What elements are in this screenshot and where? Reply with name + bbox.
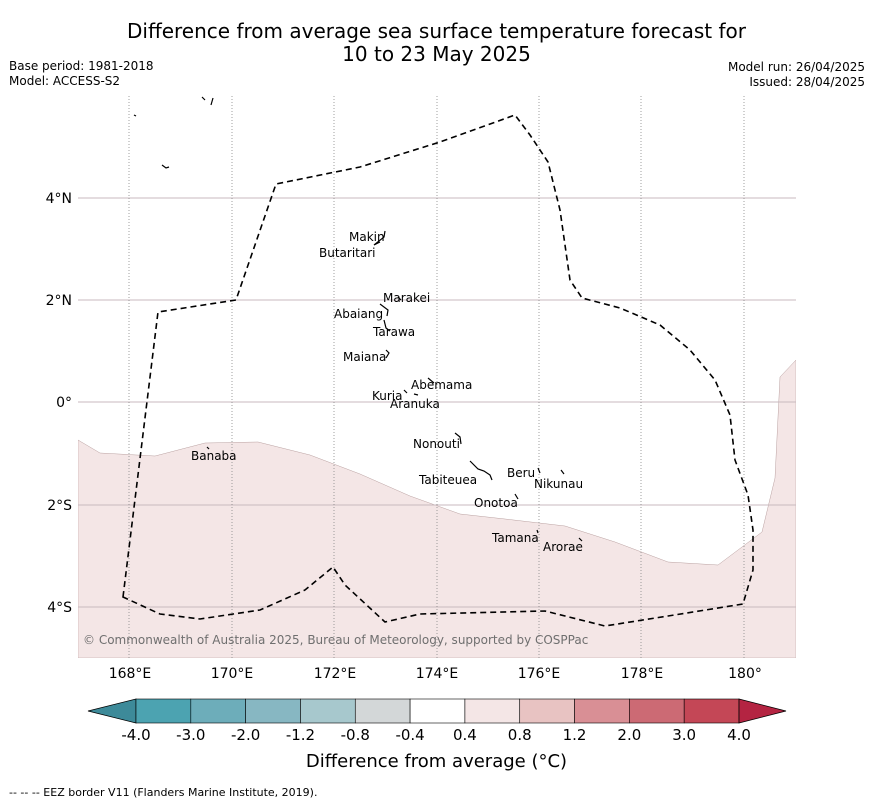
positive-anomaly-region <box>78 359 796 658</box>
colorbar-segment <box>683 698 740 724</box>
label-onotoa: Onotoa <box>474 496 518 510</box>
colorbar-segment <box>464 698 521 724</box>
colorbar-tick-label: 2.0 <box>617 726 641 744</box>
label-butaritari: Butaritari <box>319 246 376 260</box>
colorbar-tick-label: -0.4 <box>395 726 424 744</box>
colorbar-label: Difference from average (°C) <box>305 751 568 772</box>
model-run: Model run: 26/04/2025 <box>727 60 865 74</box>
label-abemama: Abemama <box>411 378 472 392</box>
colorbar-tick-label: 0.8 <box>508 726 532 744</box>
lat-label-0: 0° <box>56 395 72 411</box>
lat-label-2n: 2°N <box>46 293 72 309</box>
longitude-labels: 168°E 170°E 172°E 174°E 176°E 178°E 180° <box>109 666 762 682</box>
colorbar-tick-label: -3.0 <box>176 726 205 744</box>
colorbar-tick-label: -1.2 <box>286 726 315 744</box>
lon-label-180: 180° <box>728 666 762 682</box>
label-marakei: Marakei <box>383 291 430 305</box>
label-nikunau: Nikunau <box>534 477 583 491</box>
label-makin: Makin <box>349 230 385 244</box>
model-name: Model: ACCESS-S2 <box>9 74 121 88</box>
colorbar-tick-label: 1.2 <box>563 726 587 744</box>
label-maiana: Maiana <box>343 350 386 364</box>
title-line-1: Difference from average sea surface temp… <box>126 19 746 43</box>
label-beru: Beru <box>507 466 535 480</box>
island-labels: Makin Butaritari Marakei Abaiang Tarawa … <box>191 230 583 554</box>
island-coastlines <box>133 96 583 542</box>
lat-label-2s: 2°S <box>47 498 72 514</box>
colorbar-tick-label: 4.0 <box>727 726 751 744</box>
lon-label-168e: 168°E <box>109 666 152 682</box>
label-abaiang: Abaiang <box>334 307 383 321</box>
lon-label-170e: 170°E <box>211 666 254 682</box>
model-info: Base period: 1981-2018 Model: ACCESS-S2 <box>9 59 154 89</box>
latitude-labels: 4°N 2°N 0° 2°S 4°S <box>46 191 73 616</box>
label-tabiteuea: Tabiteuea <box>418 473 477 487</box>
lon-label-178e: 178°E <box>621 666 664 682</box>
colorbar-extend-low <box>87 698 137 724</box>
base-period: Base period: 1981-2018 <box>9 59 154 73</box>
colorbar-tick-label: -0.8 <box>341 726 370 744</box>
colorbar-segment <box>190 698 246 724</box>
colorbar: -4.0 -3.0 -2.0 -1.2 -0.8 -0.4 0.4 0.8 1.2 2.0 3.0 4… <box>87 698 787 744</box>
lon-label-174e: 174°E <box>416 666 459 682</box>
colorbar-tick-label: -4.0 <box>121 726 150 744</box>
colorbar-segment <box>245 698 301 724</box>
colorbar-tick-label: 3.0 <box>672 726 696 744</box>
colorbar-segment <box>300 698 356 724</box>
colorbar-tick-label: 0.4 <box>453 726 477 744</box>
run-info: Model run: 26/04/2025 Issued: 28/04/2025 <box>728 60 865 90</box>
colorbar-segment <box>354 698 411 724</box>
colorbar-extend-high <box>738 698 787 724</box>
label-aranuka: Aranuka <box>390 397 440 411</box>
lat-label-4s: 4°S <box>47 600 72 616</box>
lat-label-4n: 4°N <box>46 191 72 207</box>
map-area: Makin Butaritari Marakei Abaiang Tarawa … <box>78 96 796 658</box>
label-tamana: Tamana <box>491 531 539 545</box>
colorbar-segment <box>574 698 630 724</box>
title-line-2: 10 to 23 May 2025 <box>342 42 531 66</box>
copyright-notice: © Commonwealth of Australia 2025, Bureau… <box>83 633 588 647</box>
map-title: Difference from average sea surface temp… <box>0 20 873 66</box>
colorbar-segment <box>519 698 575 724</box>
issued-date: Issued: 28/04/2025 <box>749 75 865 89</box>
label-tarawa: Tarawa <box>372 325 415 339</box>
label-banaba: Banaba <box>191 449 237 463</box>
longitude-gridlines <box>128 96 745 658</box>
colorbar-segment <box>629 698 685 724</box>
colorbar-tick-label: -2.0 <box>231 726 260 744</box>
colorbar-segment <box>409 698 466 724</box>
label-kuria: Kuria <box>372 389 403 403</box>
lon-label-176e: 176°E <box>518 666 561 682</box>
label-arorae: Arorae <box>543 540 583 554</box>
lon-label-172e: 172°E <box>314 666 357 682</box>
colorbar-segment <box>135 698 192 724</box>
label-nonouti: Nonouti <box>413 437 460 451</box>
eez-footnote: -- -- -- EEZ border V11 (Flanders Marine… <box>9 786 318 799</box>
